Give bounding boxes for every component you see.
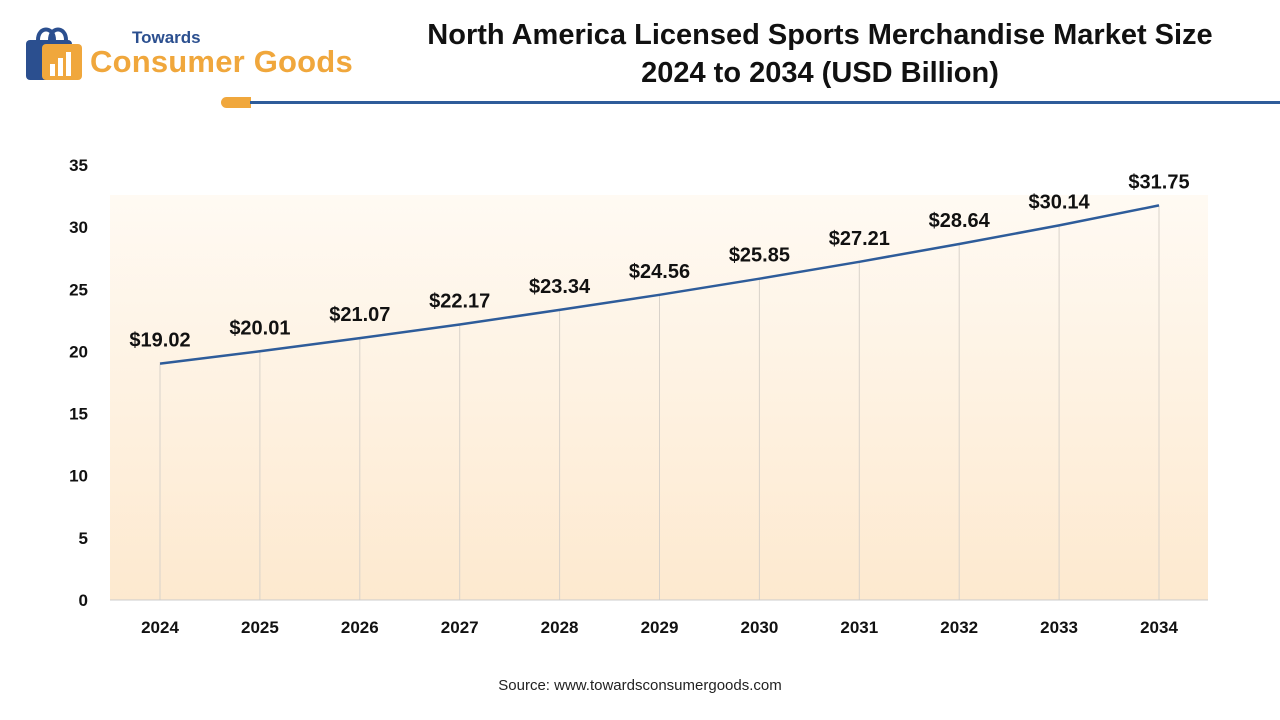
- chart-title: North America Licensed Sports Merchandis…: [380, 16, 1260, 92]
- y-axis-ticks: 0 5 10 15 20 25 30 35: [69, 156, 88, 610]
- logo-text-consumer-goods: Consumer Goods: [90, 44, 353, 79]
- data-label: $21.07: [329, 304, 390, 326]
- x-tick-label: 2032: [940, 618, 978, 637]
- y-tick-label: 30: [69, 218, 88, 237]
- shopping-bag-icon: [26, 27, 82, 80]
- x-tick-label: 2031: [840, 618, 878, 637]
- y-tick-label: 20: [69, 342, 88, 361]
- data-label: $20.01: [229, 317, 290, 339]
- y-tick-label: 25: [69, 280, 88, 299]
- y-tick-label: 35: [69, 156, 88, 175]
- data-label: $19.02: [129, 330, 190, 352]
- data-label: $27.21: [829, 228, 890, 250]
- data-labels: $19.02 $20.01 $21.07 $22.17 $23.34 $24.56 $25.…: [129, 171, 1189, 351]
- y-tick-label: 15: [69, 405, 88, 424]
- source-note: Source: www.towardsconsumergoods.com: [498, 677, 782, 694]
- logo-text-towards: Towards: [132, 28, 201, 47]
- chart-title-line2: 2024 to 2034 (USD Billion): [641, 57, 999, 89]
- y-tick-label: 0: [79, 591, 88, 610]
- data-label: $25.85: [729, 245, 790, 267]
- x-tick-label: 2027: [441, 618, 479, 637]
- data-label: $24.56: [629, 261, 690, 283]
- data-label: $22.17: [429, 290, 490, 312]
- vertical-gridlines: [159, 205, 1160, 600]
- header-rule-accent: [221, 97, 251, 108]
- data-label: $30.14: [1029, 191, 1091, 213]
- x-tick-label: 2026: [341, 618, 379, 637]
- x-tick-label: 2024: [141, 618, 179, 637]
- x-tick-label: 2029: [641, 618, 679, 637]
- x-tick-label: 2034: [1140, 618, 1178, 637]
- x-tick-label: 2030: [740, 618, 778, 637]
- x-tick-label: 2028: [541, 618, 579, 637]
- y-tick-label: 5: [79, 529, 88, 548]
- chart-title-line1: North America Licensed Sports Merchandis…: [427, 19, 1213, 51]
- series-line: [159, 204, 1160, 365]
- x-tick-label: 2025: [241, 618, 279, 637]
- data-label: $23.34: [529, 276, 591, 298]
- x-tick-label: 2033: [1040, 618, 1078, 637]
- header-rule: [250, 101, 1280, 104]
- x-axis-ticks: 2024 2025 2026 2027 2028 2029 2030 2031 2032 2033…: [141, 618, 1178, 637]
- brand-logo: Towards Consumer Goods: [20, 18, 370, 88]
- y-tick-label: 10: [69, 467, 88, 486]
- data-label: $28.64: [929, 210, 991, 232]
- data-label: $31.75: [1128, 171, 1189, 193]
